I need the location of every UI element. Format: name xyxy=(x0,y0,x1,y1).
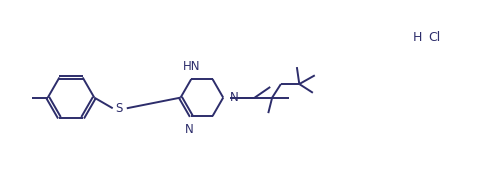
Text: S: S xyxy=(115,102,123,115)
Text: N: N xyxy=(185,123,193,136)
Text: Cl: Cl xyxy=(428,31,440,44)
Text: H: H xyxy=(413,31,422,44)
Text: HN: HN xyxy=(183,60,200,73)
Text: N: N xyxy=(229,91,238,104)
